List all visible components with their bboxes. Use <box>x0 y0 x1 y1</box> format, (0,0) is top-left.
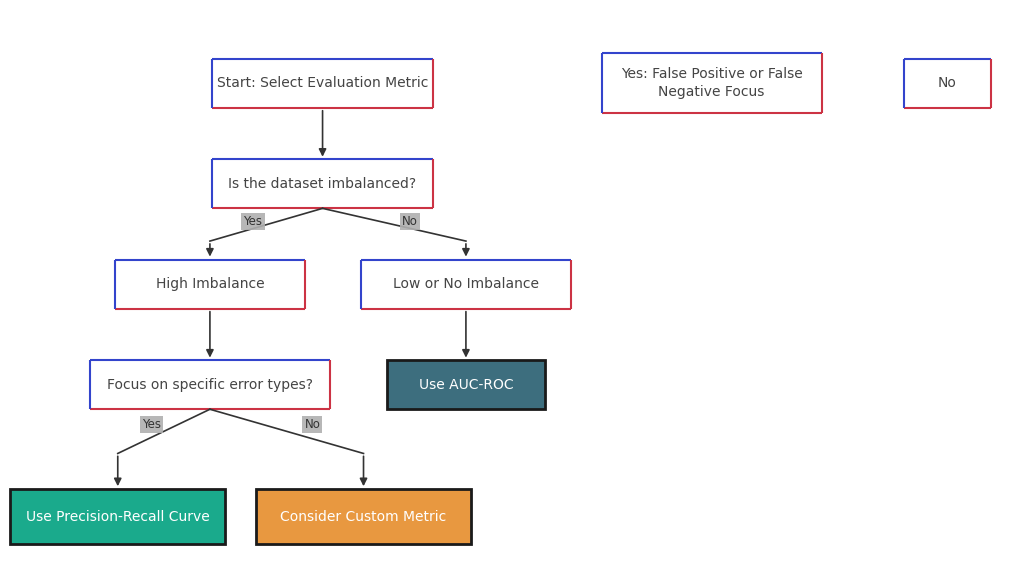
Text: Low or No Imbalance: Low or No Imbalance <box>393 277 539 291</box>
FancyBboxPatch shape <box>10 489 225 544</box>
FancyBboxPatch shape <box>361 259 571 309</box>
FancyBboxPatch shape <box>213 59 432 108</box>
Text: Use AUC-ROC: Use AUC-ROC <box>419 378 513 391</box>
Text: Yes: False Positive or False
Negative Focus: Yes: False Positive or False Negative Fo… <box>621 67 803 99</box>
Text: No: No <box>401 215 418 228</box>
Text: Is the dataset imbalanced?: Is the dataset imbalanced? <box>228 177 417 191</box>
FancyBboxPatch shape <box>256 489 471 544</box>
FancyBboxPatch shape <box>115 259 305 309</box>
Text: Focus on specific error types?: Focus on specific error types? <box>106 378 313 391</box>
Text: No: No <box>938 76 956 90</box>
Text: No: No <box>304 418 321 431</box>
Text: Consider Custom Metric: Consider Custom Metric <box>281 510 446 523</box>
Text: Use Precision-Recall Curve: Use Precision-Recall Curve <box>26 510 210 523</box>
FancyBboxPatch shape <box>90 360 330 409</box>
Text: Yes: Yes <box>142 418 161 431</box>
FancyBboxPatch shape <box>213 159 432 208</box>
FancyBboxPatch shape <box>601 53 821 114</box>
Text: Start: Select Evaluation Metric: Start: Select Evaluation Metric <box>217 76 428 90</box>
FancyBboxPatch shape <box>904 59 991 108</box>
Text: High Imbalance: High Imbalance <box>156 277 264 291</box>
Text: Yes: Yes <box>244 215 262 228</box>
FancyBboxPatch shape <box>387 360 545 409</box>
